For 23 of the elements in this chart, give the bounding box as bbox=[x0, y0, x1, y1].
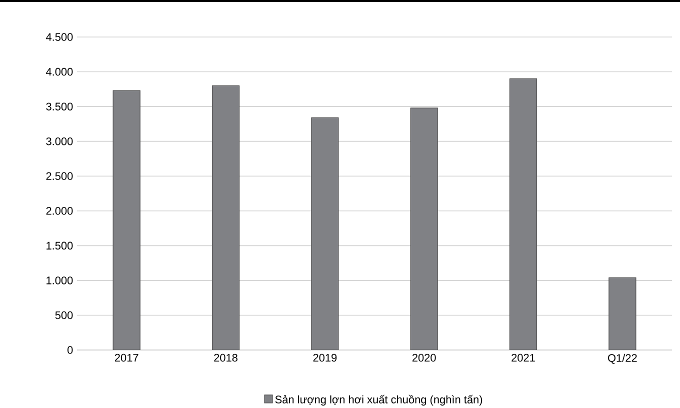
bar bbox=[311, 117, 339, 350]
y-tick-label: 4.000 bbox=[46, 68, 73, 76]
bar bbox=[608, 277, 636, 350]
y-tick-label: 2.000 bbox=[46, 207, 73, 215]
x-tick-label: 2020 bbox=[412, 354, 436, 362]
y-tick-label: 3.500 bbox=[46, 102, 73, 110]
x-tick-label: 2018 bbox=[214, 354, 238, 362]
legend-label: Sản lượng lợn hơi xuất chuồng (nghìn tấn) bbox=[275, 394, 482, 406]
y-tick-label: 1.000 bbox=[46, 276, 73, 284]
x-tick-label: Q1/22 bbox=[608, 354, 637, 364]
y-tick-label: 3.000 bbox=[46, 137, 73, 146]
x-tick-label: 2017 bbox=[114, 354, 138, 362]
y-tick-label: 0 bbox=[67, 346, 73, 354]
bar bbox=[509, 78, 538, 350]
bar bbox=[112, 90, 140, 350]
y-tick-label: 1.500 bbox=[46, 242, 73, 250]
bar bbox=[410, 108, 438, 350]
x-tick-label: 2019 bbox=[313, 354, 337, 362]
y-tick-label: 500 bbox=[55, 311, 73, 320]
bar bbox=[212, 85, 240, 350]
y-tick-label: 2.500 bbox=[46, 172, 73, 180]
x-tick-label: 2021 bbox=[512, 354, 535, 362]
y-tick-label: 4.500 bbox=[46, 33, 73, 41]
